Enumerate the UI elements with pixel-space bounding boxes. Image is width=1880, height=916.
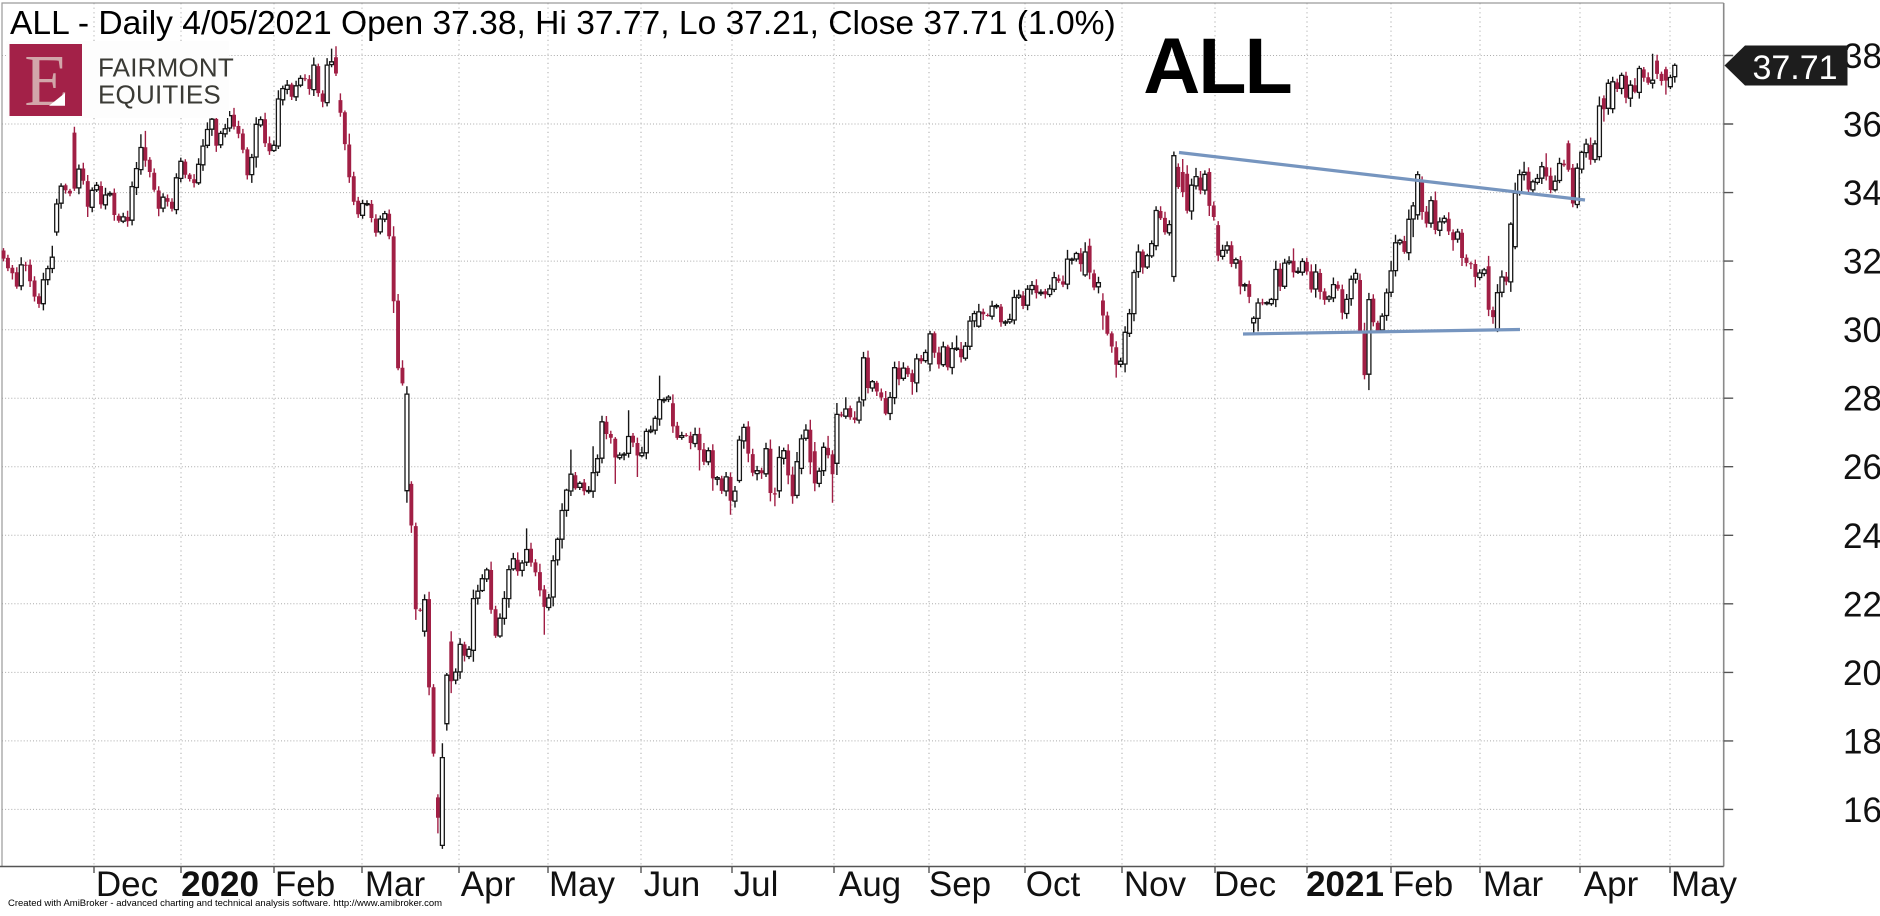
svg-text:Jul: Jul [734,865,779,904]
svg-text:FAIRMONT: FAIRMONT [98,53,234,83]
svg-text:34: 34 [1843,174,1880,213]
svg-text:Apr: Apr [1584,865,1639,904]
svg-text:2021: 2021 [1306,865,1384,904]
svg-text:Aug: Aug [839,865,901,904]
svg-text:May: May [549,865,616,904]
svg-text:36: 36 [1843,106,1880,145]
svg-text:20: 20 [1843,654,1880,693]
svg-text:EQUITIES: EQUITIES [98,80,221,110]
svg-text:22: 22 [1843,585,1880,624]
svg-text:ALL - Daily 4/05/2021 Open 37.: ALL - Daily 4/05/2021 Open 37.38, Hi 37.… [10,5,1116,42]
svg-text:16: 16 [1843,791,1880,830]
svg-text:Jun: Jun [644,865,700,904]
svg-text:18: 18 [1843,722,1880,761]
svg-text:28: 28 [1843,380,1880,419]
svg-text:May: May [1671,865,1738,904]
svg-text:30: 30 [1843,311,1880,350]
svg-text:24: 24 [1843,517,1880,556]
svg-text:Sep: Sep [929,865,991,904]
svg-text:Dec: Dec [1214,865,1276,904]
svg-text:E: E [24,40,69,121]
svg-text:37.71: 37.71 [1752,49,1837,87]
svg-text:2020: 2020 [181,865,259,904]
svg-text:Feb: Feb [1393,865,1453,904]
svg-text:32: 32 [1843,243,1880,282]
svg-text:Oct: Oct [1026,865,1081,904]
svg-text:Mar: Mar [1483,865,1544,904]
svg-text:ALL: ALL [1143,21,1291,110]
svg-text:Apr: Apr [461,865,516,904]
svg-text:Dec: Dec [96,865,158,904]
svg-text:Created with AmiBroker - advan: Created with AmiBroker - advanced charti… [8,898,442,909]
svg-text:Feb: Feb [275,865,335,904]
svg-text:38: 38 [1843,37,1880,76]
svg-text:Nov: Nov [1124,865,1187,904]
svg-text:Mar: Mar [365,865,426,904]
svg-text:26: 26 [1843,448,1880,487]
